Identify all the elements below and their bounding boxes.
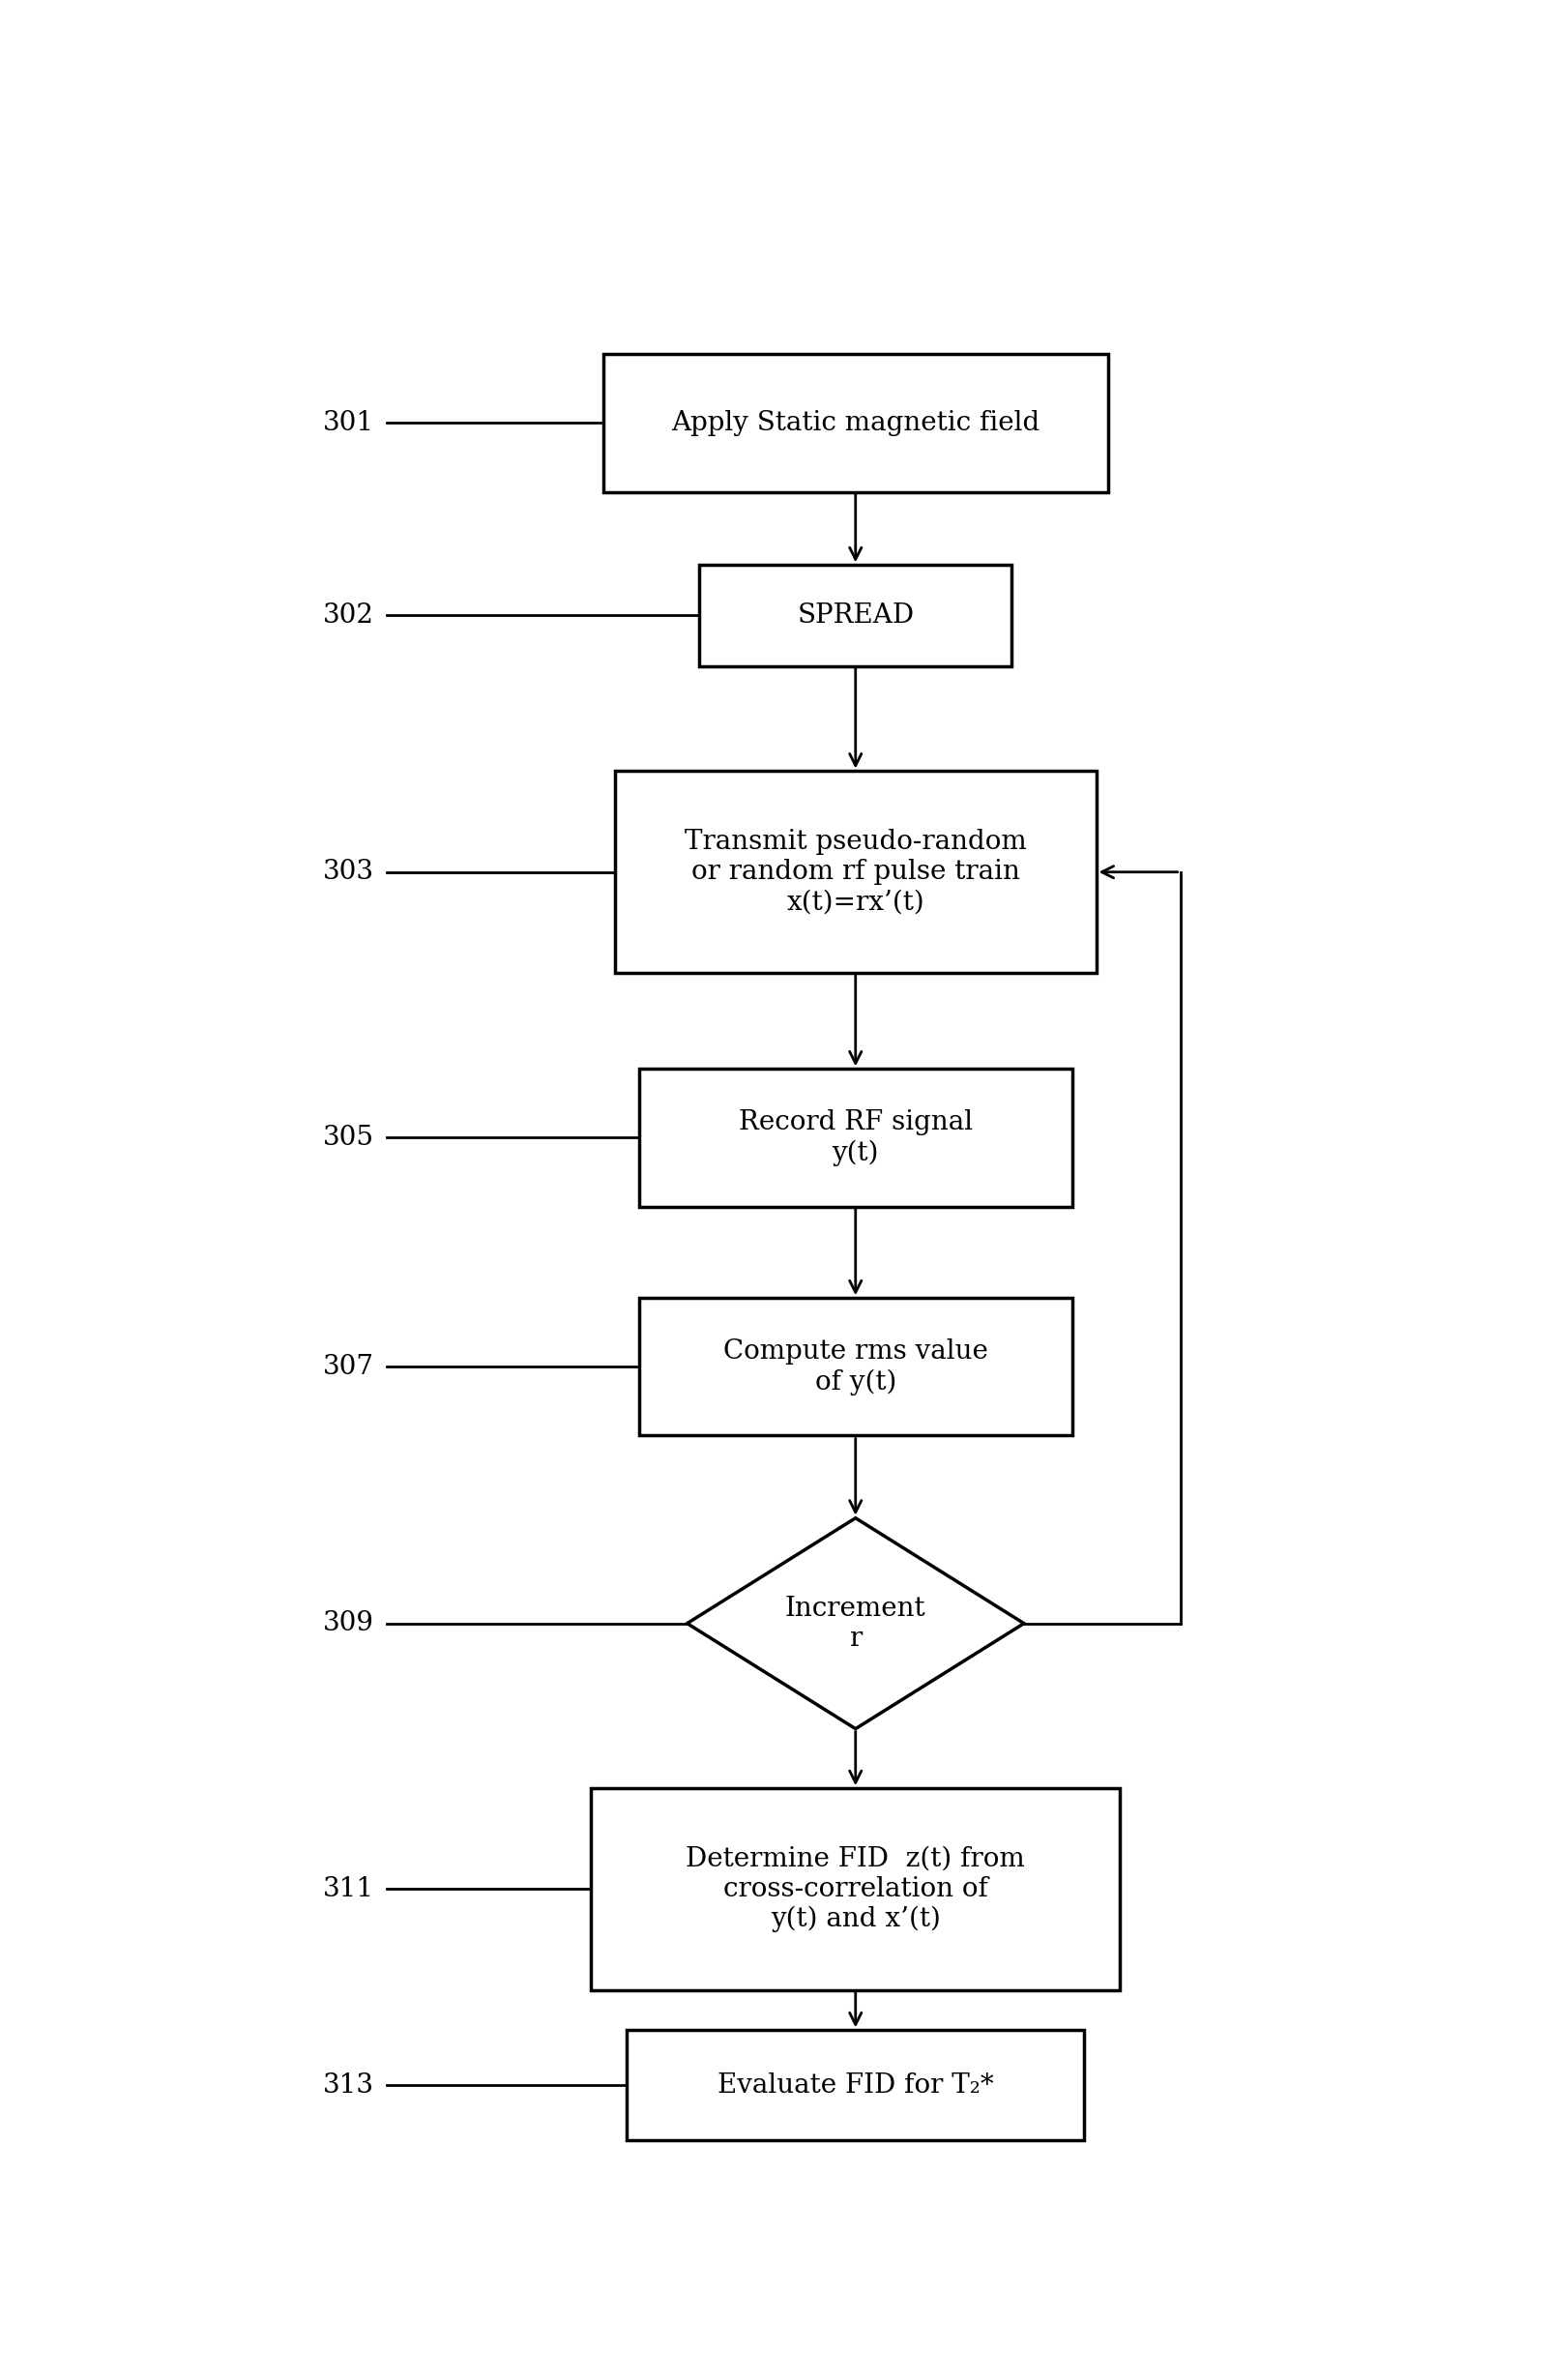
Text: Record RF signal
y(t): Record RF signal y(t) <box>739 1109 973 1166</box>
FancyBboxPatch shape <box>698 564 1012 666</box>
FancyBboxPatch shape <box>615 771 1096 973</box>
FancyBboxPatch shape <box>639 1297 1072 1435</box>
Text: Determine FID  z(t) from
cross-correlation of
y(t) and x’(t): Determine FID z(t) from cross-correlatio… <box>686 1844 1026 1933</box>
Text: Apply Static magnetic field: Apply Static magnetic field <box>670 409 1040 436</box>
Text: 307: 307 <box>323 1354 374 1380</box>
Text: 305: 305 <box>323 1126 374 1152</box>
Text: 303: 303 <box>323 859 374 885</box>
Text: Compute rms value
of y(t): Compute rms value of y(t) <box>723 1338 989 1395</box>
Text: 302: 302 <box>323 602 374 628</box>
Text: Transmit pseudo-random
or random rf pulse train
x(t)=rx’(t): Transmit pseudo-random or random rf puls… <box>684 828 1026 916</box>
Polygon shape <box>688 1518 1024 1728</box>
FancyBboxPatch shape <box>591 1787 1121 1990</box>
Text: 311: 311 <box>323 1875 374 1902</box>
Text: Evaluate FID for T₂*: Evaluate FID for T₂* <box>717 2073 993 2099</box>
Text: 301: 301 <box>323 409 374 436</box>
Text: Increment
r: Increment r <box>785 1595 927 1652</box>
Text: SPREAD: SPREAD <box>798 602 914 628</box>
Text: 313: 313 <box>323 2073 374 2099</box>
FancyBboxPatch shape <box>627 2030 1083 2140</box>
Text: 309: 309 <box>323 1611 374 1637</box>
FancyBboxPatch shape <box>602 355 1108 493</box>
FancyBboxPatch shape <box>639 1069 1072 1207</box>
